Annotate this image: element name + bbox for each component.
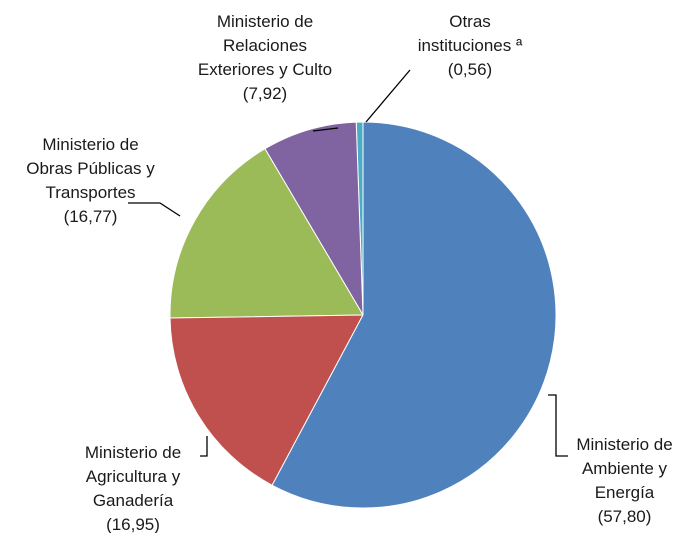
slice-label: Ministerio de Relaciones Exteriores y Cu… [190,10,340,106]
slice-label: Ministerio de Agricultura y Ganadería (16… [58,441,208,533]
category-name: Ministerio de Ambiente y Energía [576,435,673,502]
value-label: (0,56) [447,60,493,79]
category-name: Otras instituciones ª [417,12,523,55]
leader-line [365,69,411,123]
leader-line [548,394,568,457]
value-label: (16,95) [106,515,160,533]
value-label: (57,80) [597,507,652,526]
slice-label: Ministerio de Obras Públicas y Transport… [18,133,163,229]
pie-slice [264,121,364,316]
pie-slice [169,314,364,486]
slice-label: Otras instituciones ª (0,56) [405,10,535,82]
value-label: (16,77) [63,207,118,226]
category-name: Ministerio de Agricultura y Ganadería [84,443,182,510]
category-name: Ministerio de Obras Públicas y Transport… [26,135,155,202]
pie-slice [271,121,557,509]
value-label: (7,92) [242,84,288,103]
slice-label: Ministerio de Ambiente y Energía (57,80) [562,433,687,529]
leader-lines [128,69,568,457]
leader-line [128,202,181,217]
leader-line [200,436,208,457]
leader-line [312,127,339,132]
pie-slice [169,148,364,319]
category-name: Ministerio de Relaciones Exteriores y Cu… [197,12,333,79]
